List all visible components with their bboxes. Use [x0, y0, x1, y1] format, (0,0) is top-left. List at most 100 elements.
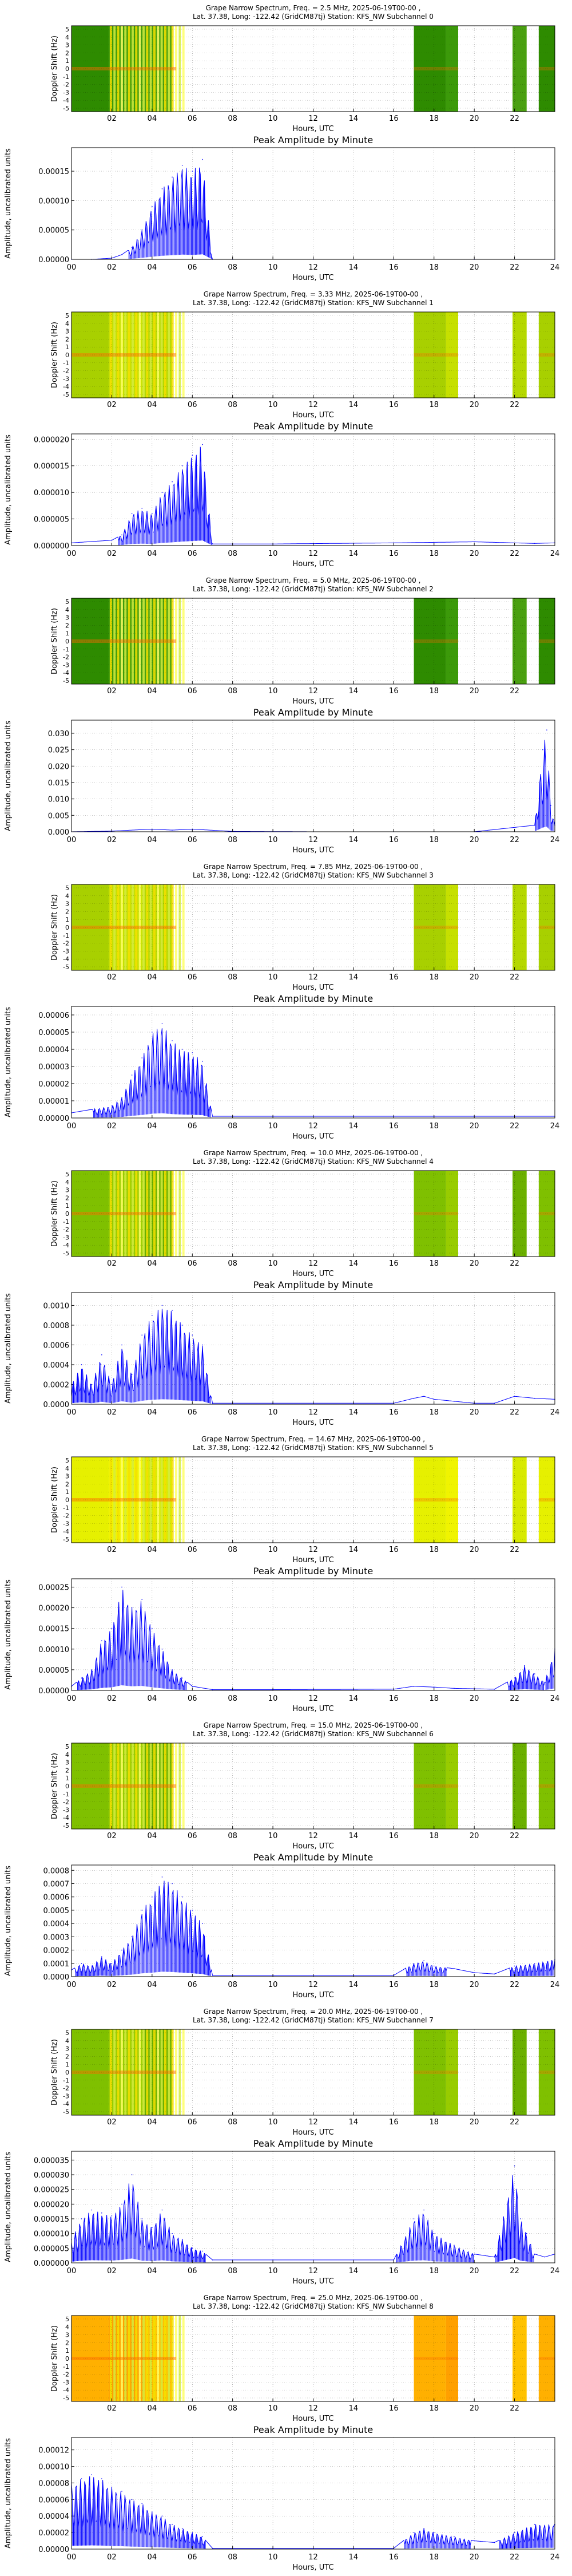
- spectrogram-xtick: 20: [470, 687, 479, 696]
- spectrogram-ytick: -3: [63, 947, 69, 955]
- amplitude-ytick: 0.00015: [38, 1625, 69, 1634]
- amplitude-ytick: 0.0002: [43, 1947, 70, 1955]
- spectrogram-stripe: [109, 312, 112, 398]
- amplitude-ytick: 0.015: [48, 779, 69, 788]
- spectrogram-band: [513, 1743, 527, 1829]
- amplitude-ytick: 0.00012: [38, 2447, 69, 2455]
- spectrogram-band: [538, 1171, 555, 1257]
- amplitude-xtick: 10: [268, 263, 278, 272]
- spectrogram-stripe: [164, 2029, 166, 2115]
- spectrogram-stripe: [164, 26, 166, 112]
- carrier-trace: [538, 639, 555, 643]
- data-point: [454, 1688, 455, 1689]
- spectrogram-stripe: [109, 598, 112, 684]
- spectrogram-stripe: [117, 2029, 120, 2115]
- spectrogram-stripe: [182, 1743, 185, 1829]
- data-point: [101, 2478, 102, 2480]
- amplitude-title: Peak Amplitude by Minute: [253, 421, 374, 432]
- data-point: [131, 513, 133, 515]
- spectrogram-ytick: 5: [65, 312, 69, 319]
- spectrogram-stripe: [128, 884, 130, 970]
- spectrogram-xtick: 20: [470, 1832, 479, 1840]
- spectrogram-band: [446, 312, 458, 398]
- amplitude-ytick: 0.0004: [43, 1361, 70, 1370]
- data-point: [111, 2215, 113, 2217]
- spectrogram-ytick: 0: [65, 2069, 69, 2076]
- spectrogram-xtick: 20: [470, 401, 479, 409]
- panel-6: Grape Narrow Spectrum, Freq. = 15.0 MHz,…: [4, 1721, 559, 2000]
- amplitude-xtick: 02: [107, 1408, 117, 1417]
- spectrogram-xtick: 08: [228, 973, 237, 982]
- spectrogram-stripe: [146, 26, 149, 112]
- amplitude-xtick: 04: [148, 1694, 157, 1703]
- data-point: [81, 1364, 82, 1365]
- spectrogram-xtick: 16: [389, 2404, 399, 2413]
- amplitude-xtick: 10: [268, 836, 278, 844]
- spectrogram-stripe: [157, 1171, 160, 1257]
- amplitude-xtick: 12: [308, 1694, 318, 1703]
- spectrogram-xtick: 16: [389, 2118, 399, 2127]
- amplitude-xtick: 18: [429, 1408, 439, 1417]
- amplitude-xtick: 22: [510, 2267, 519, 2275]
- spectrogram-subtitle: Lat. 37.38, Long: -122.42 (GridCM87tj) S…: [193, 1730, 434, 1738]
- data-point: [494, 1973, 495, 1975]
- spectrogram-band: [513, 2029, 527, 2115]
- amplitude-xtick: 22: [510, 836, 519, 844]
- spectrogram-stripe: [135, 598, 138, 684]
- spectrogram-stripe: [109, 2316, 112, 2401]
- spectrogram-stripe: [131, 1171, 134, 1257]
- amplitude-ytick: 0.020: [48, 762, 69, 771]
- spectrogram-stripe: [174, 598, 177, 684]
- spectrogram-xtick: 16: [389, 1832, 399, 1840]
- spectrogram-ytick: 5: [65, 2029, 69, 2037]
- amplitude-ytick: 0.0006: [43, 1341, 70, 1350]
- amplitude-xtick: 04: [148, 1122, 157, 1131]
- spectrogram-ytick: 1: [65, 630, 69, 637]
- spectrogram-stripe: [182, 2316, 185, 2401]
- data-point: [534, 2253, 535, 2255]
- spectrogram-stripe: [153, 312, 156, 398]
- spectrogram-stripe: [113, 598, 116, 684]
- data-point: [141, 2503, 143, 2504]
- spectrogram-ytick: -1: [63, 1791, 69, 1798]
- spectrogram-band: [414, 1743, 446, 1829]
- spectrogram-ylabel: Doppler Shift (Hz): [50, 1753, 59, 1819]
- carrier-trace: [414, 2357, 458, 2360]
- spectrogram-xtick: 06: [188, 2404, 197, 2413]
- carrier-trace: [538, 2071, 555, 2074]
- amplitude-ytick: 0.000005: [34, 2245, 69, 2253]
- spectrogram-stripe: [178, 598, 181, 684]
- spectrogram-ytick: 4: [65, 1751, 69, 1759]
- spectrogram-xtick: 14: [349, 114, 359, 123]
- spectrogram-ytick: 5: [65, 1457, 69, 1464]
- amplitude-ytick: 0.000015: [34, 2215, 69, 2224]
- spectrogram-stripe: [182, 598, 185, 684]
- amplitude-xtick: 06: [188, 2553, 197, 2562]
- amplitude-ytick: 0.00010: [38, 2463, 69, 2472]
- data-point: [514, 1677, 515, 1679]
- spectrogram-stripe: [124, 1171, 127, 1257]
- spectrogram-xtick: 12: [308, 114, 318, 123]
- spectrogram-subtitle: Lat. 37.38, Long: -122.42 (GridCM87tj) S…: [193, 871, 434, 879]
- data-point: [433, 1398, 435, 1400]
- data-point: [534, 543, 535, 544]
- amplitude-ytick: 0.0008: [43, 1322, 70, 1330]
- spectrogram-stripe: [160, 2316, 163, 2401]
- panel-7: Grape Narrow Spectrum, Freq. = 20.0 MHz,…: [4, 2008, 559, 2286]
- panel-4: Grape Narrow Spectrum, Freq. = 10.0 MHz,…: [4, 1149, 559, 1427]
- spectrogram-ytick: -5: [63, 2108, 69, 2116]
- spectrogram-stripe: [174, 1743, 177, 1829]
- amplitude-xlabel: Hours, UTC: [292, 1705, 333, 1713]
- spectrogram-ytick: -4: [63, 1814, 69, 1822]
- data-point: [172, 481, 173, 483]
- amplitude-ytick: 0.00005: [38, 1029, 69, 1037]
- spectrogram-xtick: 04: [148, 114, 157, 123]
- amplitude-xtick: 20: [470, 550, 479, 558]
- spectrogram-ytick: -2: [63, 654, 69, 661]
- spectrogram-xtick: 06: [188, 114, 197, 123]
- amplitude-ytick: 0.00000: [38, 1687, 69, 1696]
- spectrogram-xtick: 16: [389, 1546, 399, 1554]
- spectrogram-subtitle: Lat. 37.38, Long: -122.42 (GridCM87tj) S…: [193, 299, 434, 307]
